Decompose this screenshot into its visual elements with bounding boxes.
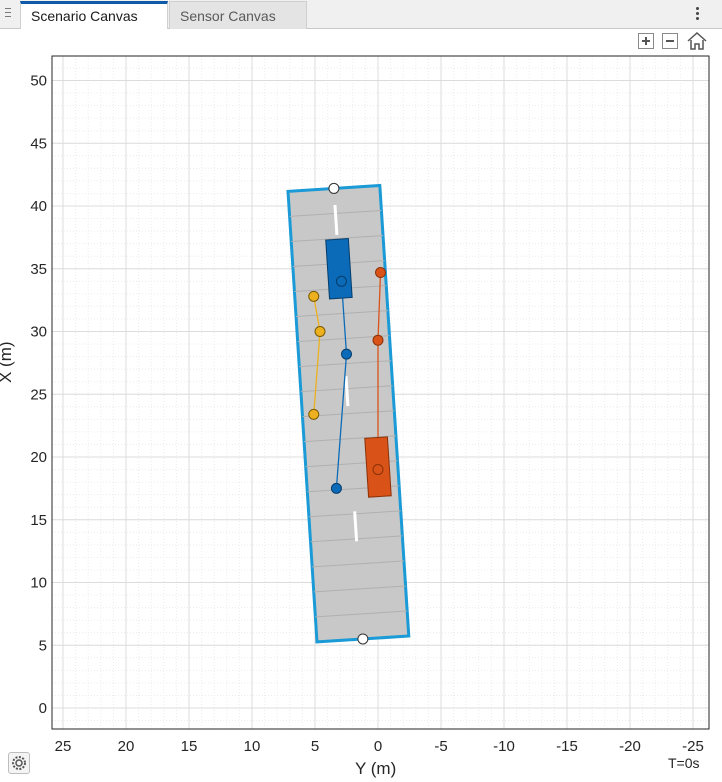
waypoint[interactable] — [375, 267, 387, 279]
x-tick-label: -10 — [493, 738, 515, 755]
waypoint[interactable] — [314, 326, 326, 337]
x-tick-label: 5 — [311, 738, 319, 755]
x-tick-label: 0 — [374, 738, 382, 755]
waypoint[interactable] — [341, 348, 352, 360]
y-tick-label: 10 — [30, 575, 47, 592]
more-options-icon[interactable] — [696, 7, 700, 21]
x-tick-label: -25 — [682, 738, 704, 755]
x-tick-label: -15 — [556, 738, 578, 755]
x-axis-label: Y (m) — [355, 759, 397, 778]
x-tick-label: 25 — [55, 738, 72, 755]
zoom-out-icon[interactable] — [662, 33, 678, 49]
waypoint[interactable] — [372, 334, 384, 346]
y-tick-label: 0 — [39, 700, 47, 717]
blue-vehicle[interactable] — [325, 238, 353, 300]
lane-marking — [333, 204, 339, 236]
lane-marking — [353, 511, 359, 542]
gear-icon[interactable] — [8, 752, 30, 774]
orange-waypoints[interactable] — [372, 267, 387, 476]
x-tick-label: -5 — [434, 738, 447, 755]
lane-marking — [344, 376, 350, 407]
x-tick-labels: 25 20 15 10 5 0 -5 -10 -15 -20 -25 — [55, 738, 704, 755]
x-tick-label: 10 — [244, 738, 261, 755]
axes-box — [51, 55, 710, 730]
x-tick-label: 20 — [118, 738, 135, 755]
simulation-time: T=0s — [668, 755, 700, 771]
yellow-waypoints[interactable] — [308, 290, 326, 420]
y-tick-label: 15 — [30, 512, 47, 529]
waypoint[interactable] — [308, 408, 320, 420]
tab-sensor-canvas[interactable]: Sensor Canvas — [169, 1, 307, 29]
road-hatch-line — [312, 560, 404, 568]
y-tick-label: 30 — [30, 324, 47, 341]
y-tick-label: 50 — [30, 73, 47, 90]
waypoint[interactable] — [308, 290, 320, 302]
y-tick-label: 25 — [30, 386, 47, 403]
x-tick-label: -20 — [619, 738, 641, 755]
y-tick-label: 20 — [30, 449, 47, 466]
waypoint[interactable] — [335, 275, 347, 287]
home-icon[interactable] — [686, 31, 708, 51]
road-center-point-start[interactable] — [357, 633, 369, 645]
tab-scenario-canvas[interactable]: Scenario Canvas — [20, 1, 168, 29]
waypoint[interactable] — [330, 482, 342, 494]
road-hatch-line — [315, 610, 408, 618]
panel-grip-icon[interactable] — [5, 8, 11, 20]
road-hatch-line — [291, 235, 384, 242]
road-hatch-line — [304, 435, 396, 443]
y-tick-label: 40 — [30, 198, 47, 215]
tab-bar: Scenario Canvas Sensor Canvas — [0, 0, 722, 29]
road-hatch-line — [296, 310, 388, 318]
road-center-point-end[interactable] — [328, 182, 340, 194]
y-tick-label: 45 — [30, 135, 47, 152]
waypoint[interactable] — [372, 464, 384, 476]
y-tick-label: 5 — [39, 637, 47, 654]
y-axis-label: X (m) — [0, 341, 15, 383]
x-tick-label: 15 — [181, 738, 198, 755]
zoom-in-icon[interactable] — [638, 33, 654, 49]
blue-waypoints[interactable] — [330, 275, 352, 494]
road-centerline-marks — [333, 204, 359, 542]
road-hatch-line — [313, 585, 406, 593]
y-tick-label: 35 — [30, 261, 47, 278]
